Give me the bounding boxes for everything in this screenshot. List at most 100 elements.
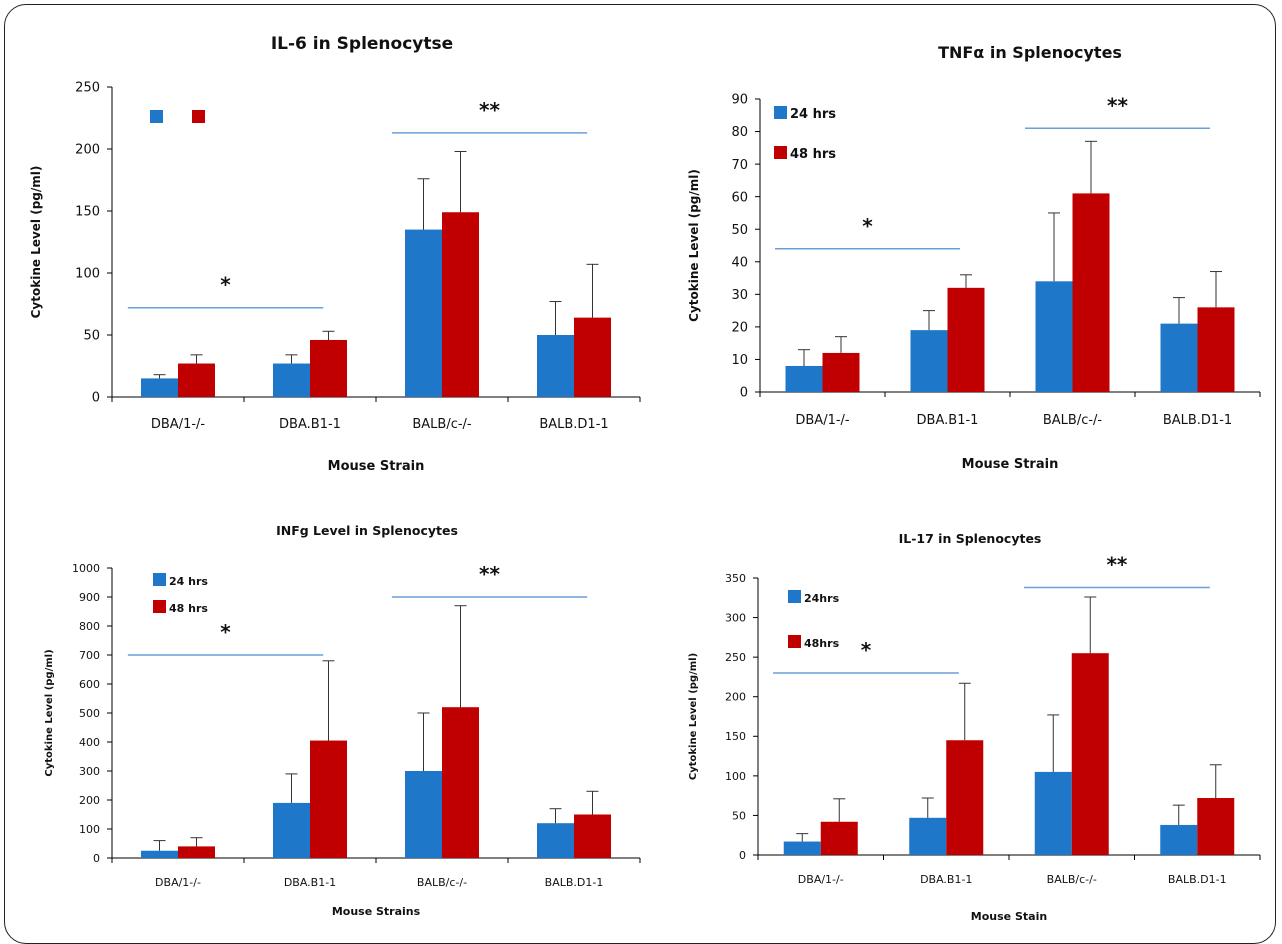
y-tick-label: 500: [79, 707, 100, 720]
legend-label: 24 hrs: [169, 575, 208, 588]
y-tick-label: 250: [725, 651, 746, 664]
y-tick-label: 250: [75, 81, 100, 96]
y-tick-label: 0: [93, 852, 100, 865]
y-tick-label: 200: [75, 143, 100, 158]
legend-swatch: [192, 110, 205, 123]
x-axis-label: Mouse Strain: [962, 457, 1059, 472]
significance-marker: *: [220, 620, 231, 644]
significance-marker: *: [220, 273, 231, 297]
y-tick-label: 900: [79, 591, 100, 604]
chart-il6: IL-6 in Splenocytse 0 50 100 150 200 250 DBA/1-…: [29, 34, 641, 474]
bar-series1: [909, 817, 947, 855]
bar-series2: [1197, 307, 1235, 392]
legend-label: 48 hrs: [169, 602, 208, 615]
chart-title: IL-17 in Splenocytes: [899, 531, 1042, 546]
chart-title: TNFα in Splenocytes: [938, 43, 1122, 62]
y-tick-label: 90: [731, 93, 748, 108]
y-tick-label: 30: [731, 288, 748, 303]
bar-series2: [178, 363, 215, 397]
x-tick-label: BALB.D1-1: [1168, 873, 1227, 886]
y-tick-label: 50: [83, 329, 100, 344]
legend-swatch: [150, 110, 163, 123]
chart-infg: INFg Level in Splenocytes 0 100 200 300 400 50…: [44, 523, 641, 918]
bar-series2: [1071, 653, 1109, 855]
x-tick-label: DBA/1-/-: [151, 417, 206, 432]
y-tick-label: 0: [739, 849, 746, 862]
y-tick-label: 350: [725, 572, 746, 585]
y-tick-label: 0: [92, 391, 100, 406]
y-tick-label: 0: [740, 386, 748, 401]
x-tick-label: BALB/c-/-: [417, 876, 467, 889]
x-tick-label: DBA.B1-1: [279, 417, 341, 432]
bar-series1: [141, 378, 178, 397]
bar-series2: [820, 821, 858, 855]
y-tick-label: 800: [79, 620, 100, 633]
significance-marker: **: [1107, 93, 1128, 117]
y-tick-label: 300: [79, 765, 100, 778]
y-tick-label: 50: [732, 809, 746, 822]
legend-label: 48hrs: [804, 637, 840, 650]
bar-series2: [442, 212, 479, 397]
bar-series1: [537, 823, 574, 858]
bar-series2: [822, 352, 860, 392]
y-tick-label: 10: [731, 353, 748, 368]
legend-swatch: [153, 600, 166, 613]
y-axis-label: Cytokine Level (pg/ml): [44, 649, 55, 776]
y-tick-label: 70: [731, 158, 748, 173]
y-tick-label: 150: [75, 205, 100, 220]
y-axis-label: Cytokine Level (pg/ml): [687, 169, 701, 322]
bar-series2: [947, 287, 985, 392]
y-tick-label: 400: [79, 736, 100, 749]
x-axis-label: Mouse Strains: [332, 905, 421, 918]
y-tick-label: 200: [79, 794, 100, 807]
chart-title: IL-6 in Splenocytse: [271, 34, 453, 54]
x-tick-label: DBA/1-/-: [795, 413, 850, 428]
x-tick-label: BALB/c-/-: [1043, 413, 1103, 428]
chart-il17: IL-17 in Splenocytes 0 50 100 150 200 250 300 35…: [688, 531, 1261, 923]
y-tick-label: 300: [725, 612, 746, 625]
y-tick-label: 60: [731, 190, 748, 205]
legend-swatch: [788, 635, 801, 648]
bar-series2: [1197, 798, 1235, 855]
bar-series1: [405, 771, 442, 858]
bar-series2: [178, 846, 215, 858]
x-tick-label: DBA/1-/-: [155, 876, 201, 889]
bar-series2: [574, 317, 611, 397]
bar-series2: [442, 707, 479, 858]
legend-swatch: [774, 146, 787, 159]
bar-series1: [785, 365, 823, 392]
x-tick-label: BALB/c-/-: [1047, 873, 1097, 886]
bar-series2: [310, 339, 347, 397]
x-tick-label: BALB.D1-1: [545, 876, 604, 889]
significance-marker: *: [862, 214, 873, 238]
y-tick-label: 50: [731, 223, 748, 238]
y-tick-label: 40: [731, 255, 748, 270]
y-tick-label: 700: [79, 649, 100, 662]
significance-marker: **: [1106, 552, 1127, 576]
chart-tnfa: TNFα in Splenocytes 0 10 20 30 40 50 60 70 80 90 DB…: [687, 43, 1261, 472]
x-tick-label: DBA.B1-1: [284, 876, 336, 889]
y-tick-label: 100: [725, 770, 746, 783]
x-axis-label: Mouse Stain: [971, 910, 1047, 923]
y-axis-label: Cytokine Level (pg/ml): [688, 653, 699, 780]
legend-label: 48 hrs: [790, 147, 836, 162]
y-tick-label: 150: [725, 730, 746, 743]
bar-series2: [1072, 193, 1110, 392]
legend-label: 24 hrs: [790, 107, 836, 122]
x-tick-label: DBA.B1-1: [920, 873, 972, 886]
y-tick-label: 600: [79, 678, 100, 691]
x-axis-label: Mouse Strain: [328, 459, 425, 474]
bar-series2: [574, 814, 611, 858]
bar-series1: [141, 850, 178, 858]
legend-swatch: [788, 590, 801, 603]
bar-series1: [1160, 323, 1198, 392]
y-tick-label: 20: [731, 321, 748, 336]
x-tick-label: DBA.B1-1: [917, 413, 979, 428]
x-tick-label: BALB/c-/-: [412, 417, 472, 432]
bar-series1: [537, 335, 574, 397]
y-tick-label: 1000: [72, 562, 100, 575]
bar-series1: [1035, 281, 1073, 392]
y-axis-label: Cytokine Level (pg/ml): [29, 166, 43, 319]
y-tick-label: 80: [731, 125, 748, 140]
x-tick-label: BALB.D1-1: [539, 417, 608, 432]
